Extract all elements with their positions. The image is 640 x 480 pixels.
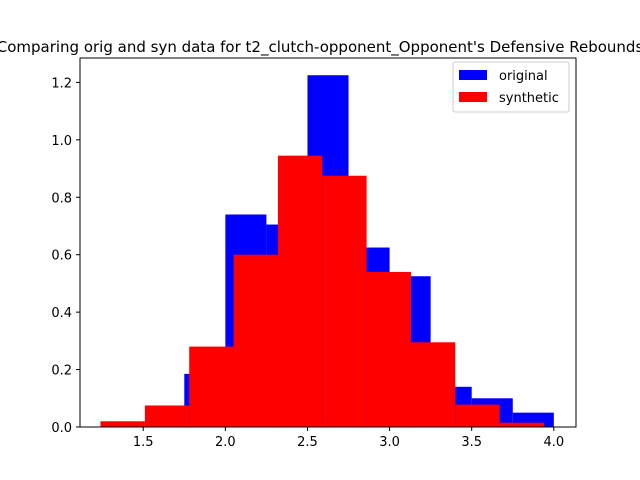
bar-synthetic-4 bbox=[277, 155, 323, 427]
x-tick-label: 2.5 bbox=[297, 435, 318, 450]
bar-synthetic-9 bbox=[499, 422, 544, 427]
bar-synthetic-2 bbox=[189, 346, 234, 427]
y-tick-label: 0.8 bbox=[51, 191, 72, 206]
x-axis: 1.5 2.0 2.5 3.0 3.5 4.0 bbox=[133, 427, 564, 450]
bar-synthetic-0 bbox=[100, 421, 145, 427]
y-tick-label: 0.0 bbox=[51, 421, 72, 436]
y-tick-label: 0.4 bbox=[51, 306, 72, 321]
bars-layer bbox=[100, 75, 554, 428]
bar-synthetic-3 bbox=[233, 254, 278, 427]
bar-synthetic-6 bbox=[366, 271, 411, 427]
bar-synthetic-1 bbox=[144, 405, 190, 427]
y-axis: 0.0 0.2 0.4 0.6 0.8 1.0 1.2 bbox=[51, 76, 80, 436]
legend-swatch-synthetic bbox=[459, 92, 487, 102]
legend-swatch-original bbox=[459, 70, 487, 80]
legend-label-synthetic: synthetic bbox=[499, 91, 559, 106]
bar-synthetic-5 bbox=[322, 175, 367, 427]
plot-area-frame bbox=[79, 57, 577, 428]
y-tick-label: 1.2 bbox=[51, 76, 72, 91]
legend-label-original: original bbox=[499, 69, 548, 84]
y-tick-label: 0.6 bbox=[51, 249, 72, 264]
y-tick-label: 1.0 bbox=[51, 134, 72, 149]
x-tick-label: 2.0 bbox=[215, 435, 236, 450]
bar-synthetic-7 bbox=[410, 342, 456, 427]
x-tick-label: 1.5 bbox=[133, 435, 154, 450]
legend: original synthetic bbox=[452, 61, 570, 113]
x-tick-label: 3.5 bbox=[461, 435, 482, 450]
y-tick-label: 0.2 bbox=[51, 364, 72, 379]
chart-title: Comparing orig and syn data for t2_clutc… bbox=[0, 38, 640, 57]
x-tick-label: 4.0 bbox=[543, 435, 564, 450]
x-tick-label: 3.0 bbox=[379, 435, 400, 450]
bar-synthetic-8 bbox=[455, 404, 500, 427]
